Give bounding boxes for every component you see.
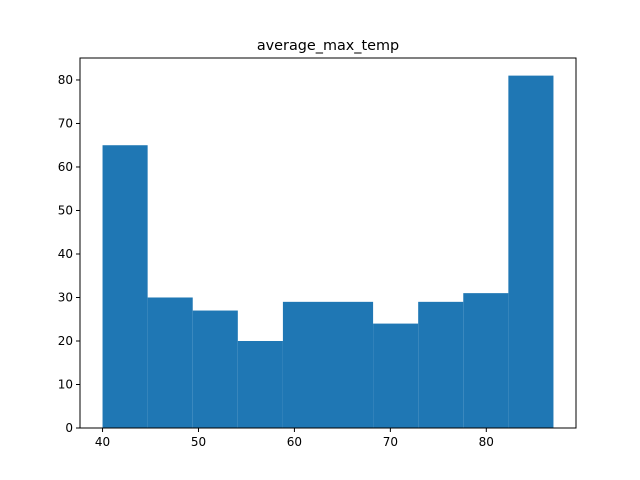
histogram-bar <box>463 293 509 428</box>
x-tick-label: 40 <box>95 435 110 449</box>
y-tick-label: 30 <box>58 290 73 304</box>
y-tick-label: 50 <box>58 203 73 217</box>
y-tick-label: 10 <box>58 377 73 391</box>
histogram-bar <box>418 301 464 428</box>
y-tick-label: 40 <box>58 247 73 261</box>
histogram-bar <box>102 145 148 428</box>
histogram-bar <box>237 340 283 428</box>
x-tick-label: 60 <box>287 435 302 449</box>
y-tick-label: 20 <box>58 334 73 348</box>
histogram-bar <box>508 75 554 428</box>
histogram-bar <box>282 301 328 428</box>
chart-title: average_max_temp <box>257 38 399 54</box>
histogram-bar <box>373 323 419 428</box>
x-tick-label: 80 <box>479 435 494 449</box>
x-axis: 40 50 60 70 80 <box>95 428 494 449</box>
y-tick-label: 60 <box>58 160 73 174</box>
y-tick-label: 70 <box>58 116 73 130</box>
x-tick-label: 70 <box>383 435 398 449</box>
histogram-bar <box>328 301 374 428</box>
x-tick-label: 50 <box>191 435 206 449</box>
y-tick-label: 80 <box>58 73 73 87</box>
histogram-bar <box>192 310 238 428</box>
bars-group <box>102 75 554 428</box>
plot-frame <box>79 57 577 429</box>
histogram-bar <box>147 297 193 428</box>
y-axis: 0 10 20 30 40 50 60 70 80 <box>58 73 80 435</box>
y-tick-label: 0 <box>65 421 73 435</box>
